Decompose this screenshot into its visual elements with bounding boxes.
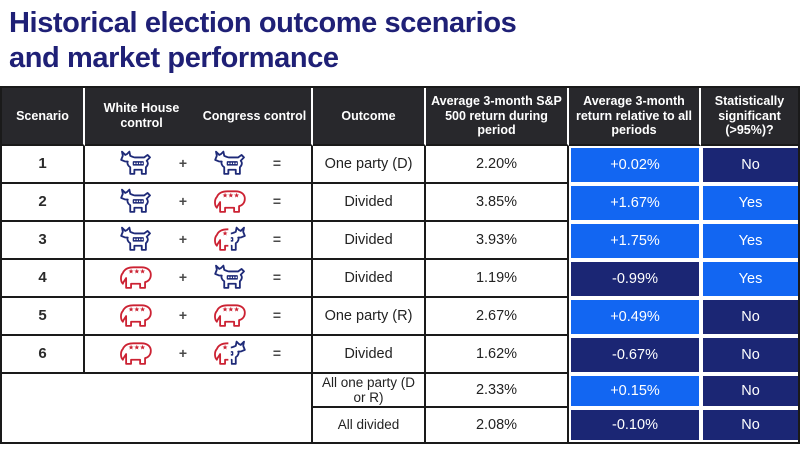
white-house-party-icon [115, 340, 157, 368]
relative-return-cell: +0.49% [569, 298, 701, 336]
relative-return-cell: +1.67% [569, 184, 701, 222]
header-control: White House control Congress control [85, 88, 313, 146]
relative-return-cell: -0.67% [569, 336, 701, 374]
equals-sign: = [272, 269, 282, 286]
summary-outcome-cell: All one party (D or R) [313, 374, 426, 408]
equals-sign: = [272, 155, 282, 172]
significant-cell: Yes [701, 260, 798, 298]
sp-return-cell: 1.19% [426, 260, 569, 298]
outcome-cell: One party (R) [313, 298, 426, 336]
outcome-cell: Divided [313, 222, 426, 260]
outcome-cell: Divided [313, 260, 426, 298]
header-significant: Statistically significant (>95%)? [701, 88, 798, 146]
scenario-number: 1 [2, 146, 85, 184]
plus-sign: + [178, 269, 188, 286]
relative-return-cell: +1.75% [569, 222, 701, 260]
equals-sign: = [272, 193, 282, 210]
relative-return-cell: -0.99% [569, 260, 701, 298]
relative-return-cell: +0.02% [569, 146, 701, 184]
header-congress-control: Congress control [202, 108, 307, 123]
congress-party-icon [209, 188, 251, 216]
summary-outcome-cell: All divided [313, 408, 426, 442]
empty-merged-cell [2, 374, 313, 442]
sp-return-cell: 2.20% [426, 146, 569, 184]
significant-cell: No [701, 298, 798, 336]
header-outcome: Outcome [313, 88, 426, 146]
scenario-number: 6 [2, 336, 85, 374]
equals-sign: = [272, 307, 282, 324]
significant-cell: No [701, 336, 798, 374]
page-title: Historical election outcome scenarios an… [0, 0, 800, 77]
page-title-line2: and market performance [9, 42, 339, 75]
white-house-party-icon [115, 226, 157, 254]
party-control-cell: + = [85, 336, 313, 374]
summary-relative-return-cell: +0.15% [569, 374, 701, 408]
header-scenario: Scenario [2, 88, 85, 146]
outcome-cell: Divided [313, 336, 426, 374]
congress-party-icon [209, 340, 251, 368]
plus-sign: + [178, 155, 188, 172]
white-house-party-icon [115, 264, 157, 292]
outcome-cell: One party (D) [313, 146, 426, 184]
significant-cell: No [701, 146, 798, 184]
significant-cell: Yes [701, 184, 798, 222]
congress-party-icon [209, 226, 251, 254]
summary-significant-cell: No [701, 408, 798, 442]
scenario-number: 4 [2, 260, 85, 298]
summary-sp-return-cell: 2.08% [426, 408, 569, 442]
party-control-cell: + = [85, 222, 313, 260]
plus-sign: + [178, 345, 188, 362]
sp-return-cell: 1.62% [426, 336, 569, 374]
significant-cell: Yes [701, 222, 798, 260]
sp-return-cell: 3.93% [426, 222, 569, 260]
white-house-party-icon [115, 302, 157, 330]
party-control-cell: + = [85, 260, 313, 298]
congress-party-icon [209, 302, 251, 330]
equals-sign: = [272, 345, 282, 362]
equals-sign: = [272, 231, 282, 248]
scenario-number: 5 [2, 298, 85, 336]
header-white-house-control: White House control [103, 101, 180, 130]
header-sp-return: Average 3-month S&P 500 return during pe… [426, 88, 569, 146]
header-relative-return: Average 3-month return relative to all p… [569, 88, 701, 146]
party-control-cell: + = [85, 146, 313, 184]
scenario-number: 3 [2, 222, 85, 260]
white-house-party-icon [115, 188, 157, 216]
sp-return-cell: 3.85% [426, 184, 569, 222]
congress-party-icon [209, 264, 251, 292]
congress-party-icon [209, 150, 251, 178]
plus-sign: + [178, 231, 188, 248]
party-control-cell: + = [85, 184, 313, 222]
party-control-cell: + = [85, 298, 313, 336]
outcome-cell: Divided [313, 184, 426, 222]
summary-significant-cell: No [701, 374, 798, 408]
summary-sp-return-cell: 2.33% [426, 374, 569, 408]
sp-return-cell: 2.67% [426, 298, 569, 336]
plus-sign: + [178, 193, 188, 210]
page-title-line1: Historical election outcome scenarios [9, 7, 517, 39]
plus-sign: + [178, 307, 188, 324]
summary-relative-return-cell: -0.10% [569, 408, 701, 442]
scenario-number: 2 [2, 184, 85, 222]
white-house-party-icon [115, 150, 157, 178]
scenario-table: Scenario White House control Congress co… [0, 86, 800, 444]
